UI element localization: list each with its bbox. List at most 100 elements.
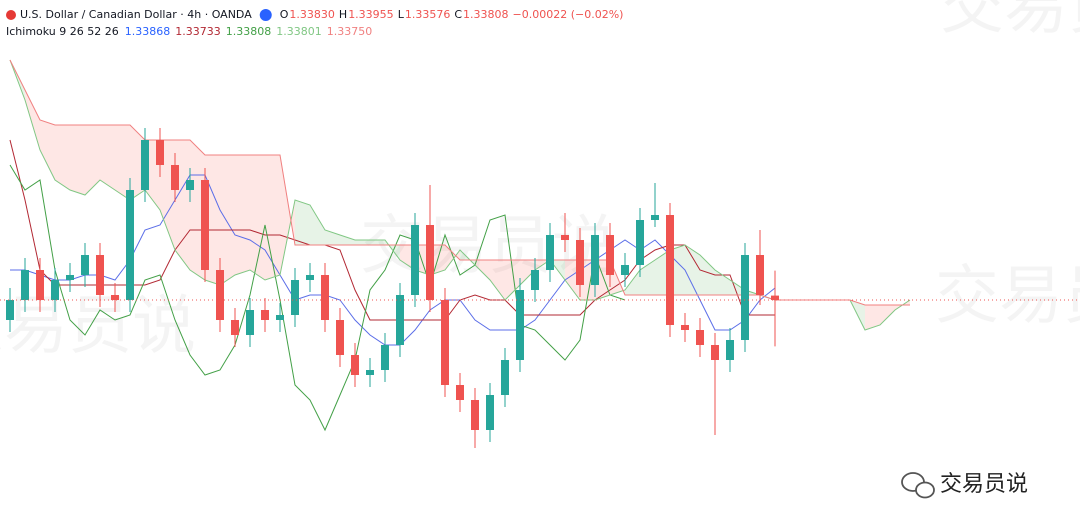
watermark: 交易员说 bbox=[360, 210, 616, 284]
plot bbox=[0, 59, 1080, 448]
candle-body bbox=[366, 370, 374, 375]
watermark: 交易员说 bbox=[0, 290, 196, 364]
cloud bbox=[175, 140, 190, 270]
symbol-icon bbox=[6, 10, 16, 20]
cloud bbox=[295, 200, 310, 245]
candle-body bbox=[606, 235, 614, 275]
brand-name: 交易员说 bbox=[940, 472, 1028, 497]
cloud bbox=[250, 155, 265, 280]
replay-icon[interactable] bbox=[259, 9, 272, 21]
candle-body bbox=[651, 215, 659, 220]
candle-body bbox=[636, 220, 644, 265]
candle-body bbox=[756, 255, 764, 295]
cloud bbox=[85, 125, 100, 195]
ohlc-value: 1.33830 bbox=[289, 8, 335, 21]
candle-body bbox=[156, 140, 164, 165]
indicator-line bbox=[9, 139, 775, 321]
cloud bbox=[715, 270, 730, 295]
indicator-line bbox=[10, 174, 776, 346]
candle-body bbox=[501, 360, 509, 395]
ohlc: O 1.33830 H 1.33955 L 1.33576 C 1.33808 −0.00022… bbox=[280, 8, 624, 21]
candle-body bbox=[306, 275, 314, 280]
watermark: 交易员说 bbox=[940, 0, 1080, 44]
candle-body bbox=[666, 215, 674, 325]
candle-body bbox=[6, 300, 14, 320]
indicator: Ichimoku 9 26 52 26 bbox=[6, 25, 119, 38]
cloud bbox=[340, 235, 355, 245]
candle-body bbox=[201, 180, 209, 270]
brand: 交易员说 bbox=[901, 472, 1028, 499]
candle-body bbox=[381, 345, 389, 370]
cloud bbox=[355, 240, 370, 245]
candle-body bbox=[141, 140, 149, 190]
cloud bbox=[685, 245, 700, 295]
candle-body bbox=[471, 400, 479, 430]
candle-body bbox=[51, 280, 59, 300]
cloud bbox=[310, 205, 325, 245]
candle-body bbox=[276, 315, 284, 320]
ohlc-value: 1.33808 bbox=[463, 8, 509, 21]
candle-body bbox=[336, 320, 344, 355]
candle-body bbox=[126, 190, 134, 300]
candle-body bbox=[546, 235, 554, 270]
candle-body bbox=[561, 235, 569, 240]
cloud bbox=[625, 270, 640, 295]
cloud bbox=[40, 120, 55, 180]
candle-body bbox=[351, 355, 359, 375]
candle-body bbox=[456, 385, 464, 400]
cloud bbox=[520, 260, 535, 285]
watermark: 交易员说 bbox=[935, 260, 1080, 334]
candle-body bbox=[246, 310, 254, 335]
cloud bbox=[115, 125, 130, 200]
candle-body bbox=[441, 300, 449, 385]
candle-body bbox=[531, 270, 539, 290]
candle-body bbox=[486, 395, 494, 430]
cloud bbox=[880, 305, 895, 325]
indicator-values: 1.33868 1.33733 1.33808 1.33801 1.33750 bbox=[125, 25, 373, 38]
candle-body bbox=[291, 280, 299, 315]
candle-body bbox=[516, 290, 524, 360]
ohlc-key: H bbox=[339, 8, 347, 21]
cloud bbox=[235, 155, 250, 275]
cloud bbox=[490, 260, 505, 300]
candle-body bbox=[621, 265, 629, 275]
candle-body bbox=[186, 180, 194, 190]
cloud bbox=[505, 260, 520, 300]
cloud bbox=[370, 240, 385, 245]
symbol: U.S. Dollar / Canadian Dollar · 4h · OAN… bbox=[20, 8, 252, 21]
header: U.S. Dollar / Canadian Dollar · 4h · OAN… bbox=[6, 8, 623, 38]
cloud bbox=[640, 260, 655, 295]
cloud bbox=[280, 155, 295, 275]
candle-body bbox=[111, 295, 119, 300]
candle-body bbox=[696, 330, 704, 345]
candle-body bbox=[711, 345, 719, 360]
cloud bbox=[100, 125, 115, 190]
candle-body bbox=[771, 295, 779, 300]
candle-body bbox=[741, 255, 749, 340]
candle-body bbox=[411, 225, 419, 295]
candle-body bbox=[261, 310, 269, 320]
candle-body bbox=[216, 270, 224, 320]
candle-body bbox=[21, 270, 29, 300]
candle-body bbox=[426, 225, 434, 300]
indicator-value: 1.33808 bbox=[226, 25, 272, 38]
ohlc-key: L bbox=[398, 8, 405, 21]
candle-body bbox=[681, 325, 689, 330]
cloud bbox=[220, 155, 235, 285]
cloud bbox=[70, 125, 85, 195]
indicator-value: 1.33733 bbox=[175, 25, 221, 38]
indicator-value: 1.33801 bbox=[276, 25, 322, 38]
cloud bbox=[700, 255, 715, 295]
cloud bbox=[445, 245, 460, 270]
candle-body bbox=[231, 320, 239, 335]
candle-body bbox=[396, 295, 404, 345]
watermarks: 交易员说 交易员说 交易员说 交易员说 bbox=[0, 0, 1080, 364]
ohlc-value: 1.33576 bbox=[405, 8, 451, 21]
candle-body bbox=[96, 255, 104, 295]
candle-body bbox=[36, 270, 44, 300]
ohlc-value: 1.33955 bbox=[348, 8, 394, 21]
wechat-icon bbox=[915, 481, 935, 499]
indicator-value: 1.33750 bbox=[327, 25, 373, 38]
cloud bbox=[265, 155, 280, 280]
